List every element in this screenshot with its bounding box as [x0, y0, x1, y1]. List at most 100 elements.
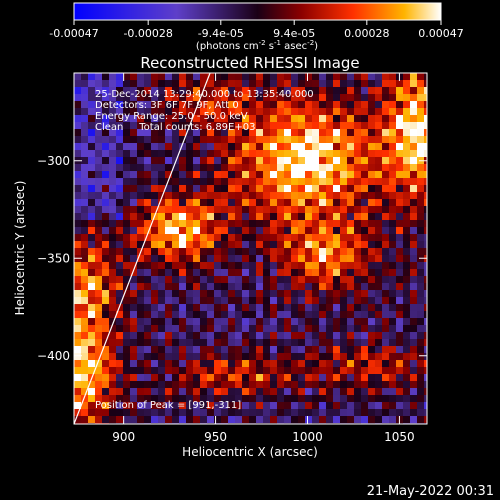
- heatmap-cell: [396, 283, 403, 290]
- heatmap-cell: [403, 339, 410, 346]
- heatmap-cell: [207, 353, 214, 360]
- heatmap-cell: [382, 171, 389, 178]
- heatmap-cell: [221, 143, 228, 150]
- heatmap-cell: [305, 122, 312, 129]
- heatmap-cell: [228, 94, 235, 101]
- heatmap-cell: [270, 367, 277, 374]
- heatmap-cell: [403, 108, 410, 115]
- heatmap-cell: [228, 402, 235, 409]
- heatmap-cell: [249, 318, 256, 325]
- heatmap-cell: [270, 115, 277, 122]
- heatmap-cell: [144, 213, 151, 220]
- heatmap-cell: [375, 367, 382, 374]
- heatmap-cell: [193, 367, 200, 374]
- heatmap-cell: [326, 332, 333, 339]
- heatmap-cell: [249, 241, 256, 248]
- heatmap-cell: [221, 227, 228, 234]
- heatmap-cell: [396, 318, 403, 325]
- heatmap-cell: [228, 304, 235, 311]
- heatmap-cell: [214, 227, 221, 234]
- heatmap-cell: [221, 94, 228, 101]
- heatmap-cell: [74, 409, 81, 416]
- heatmap-cell: [396, 115, 403, 122]
- heatmap-cell: [417, 353, 424, 360]
- heatmap-cell: [214, 115, 221, 122]
- heatmap-cell: [403, 346, 410, 353]
- heatmap-cell: [305, 234, 312, 241]
- heatmap-cell: [144, 73, 151, 80]
- heatmap-cell: [291, 108, 298, 115]
- heatmap-cell: [319, 101, 326, 108]
- heatmap-cell: [88, 339, 95, 346]
- heatmap-cell: [165, 241, 172, 248]
- heatmap-cell: [277, 395, 284, 402]
- heatmap-cell: [263, 136, 270, 143]
- heatmap-cell: [214, 374, 221, 381]
- heatmap-cell: [284, 213, 291, 220]
- heatmap-cell: [123, 157, 130, 164]
- heatmap-cell: [116, 353, 123, 360]
- heatmap-cell: [165, 297, 172, 304]
- heatmap-cell: [333, 164, 340, 171]
- heatmap-cell: [95, 220, 102, 227]
- heatmap-cell: [347, 178, 354, 185]
- heatmap-cell: [389, 276, 396, 283]
- heatmap-cell: [340, 178, 347, 185]
- heatmap-cell: [81, 241, 88, 248]
- heatmap-cell: [179, 129, 186, 136]
- heatmap-cell: [298, 136, 305, 143]
- heatmap-cell: [263, 157, 270, 164]
- heatmap-cell: [172, 262, 179, 269]
- heatmap-cell: [277, 143, 284, 150]
- heatmap-cell: [354, 304, 361, 311]
- heatmap-cell: [81, 199, 88, 206]
- heatmap-cell: [151, 381, 158, 388]
- heatmap-cell: [193, 346, 200, 353]
- heatmap-cell: [144, 374, 151, 381]
- heatmap-cell: [291, 115, 298, 122]
- heatmap-cell: [389, 164, 396, 171]
- heatmap-cell: [410, 73, 417, 80]
- heatmap-cell: [74, 269, 81, 276]
- heatmap-cell: [333, 108, 340, 115]
- heatmap-cell: [284, 157, 291, 164]
- heatmap-cell: [88, 192, 95, 199]
- heatmap-cell: [221, 402, 228, 409]
- heatmap-cell: [123, 143, 130, 150]
- heatmap-cell: [424, 374, 427, 381]
- heatmap-cell: [242, 101, 249, 108]
- heatmap-cell: [158, 136, 165, 143]
- heatmap-cell: [144, 101, 151, 108]
- heatmap-cell: [165, 227, 172, 234]
- heatmap-cell: [144, 269, 151, 276]
- heatmap-cell: [249, 115, 256, 122]
- heatmap-cell: [333, 388, 340, 395]
- heatmap-cell: [333, 255, 340, 262]
- heatmap-cell: [291, 318, 298, 325]
- heatmap-cell: [95, 164, 102, 171]
- heatmap-cell: [165, 402, 172, 409]
- heatmap-cell: [116, 395, 123, 402]
- heatmap-cell: [186, 234, 193, 241]
- heatmap-cell: [130, 185, 137, 192]
- heatmap-cell: [291, 367, 298, 374]
- heatmap-cell: [158, 171, 165, 178]
- heatmap-cell: [151, 171, 158, 178]
- heatmap-cell: [186, 332, 193, 339]
- heatmap-cell: [305, 143, 312, 150]
- heatmap-cell: [200, 178, 207, 185]
- heatmap-cell: [144, 346, 151, 353]
- heatmap-cell: [214, 94, 221, 101]
- heatmap-cell: [88, 290, 95, 297]
- heatmap-cell: [158, 122, 165, 129]
- heatmap-cell: [277, 332, 284, 339]
- heatmap-cell: [207, 339, 214, 346]
- heatmap-cell: [403, 395, 410, 402]
- heatmap-cell: [375, 332, 382, 339]
- heatmap-cell: [123, 339, 130, 346]
- heatmap-cell: [137, 381, 144, 388]
- heatmap-cell: [256, 339, 263, 346]
- heatmap-cell: [403, 73, 410, 80]
- heatmap-cell: [403, 290, 410, 297]
- heatmap-cell: [186, 367, 193, 374]
